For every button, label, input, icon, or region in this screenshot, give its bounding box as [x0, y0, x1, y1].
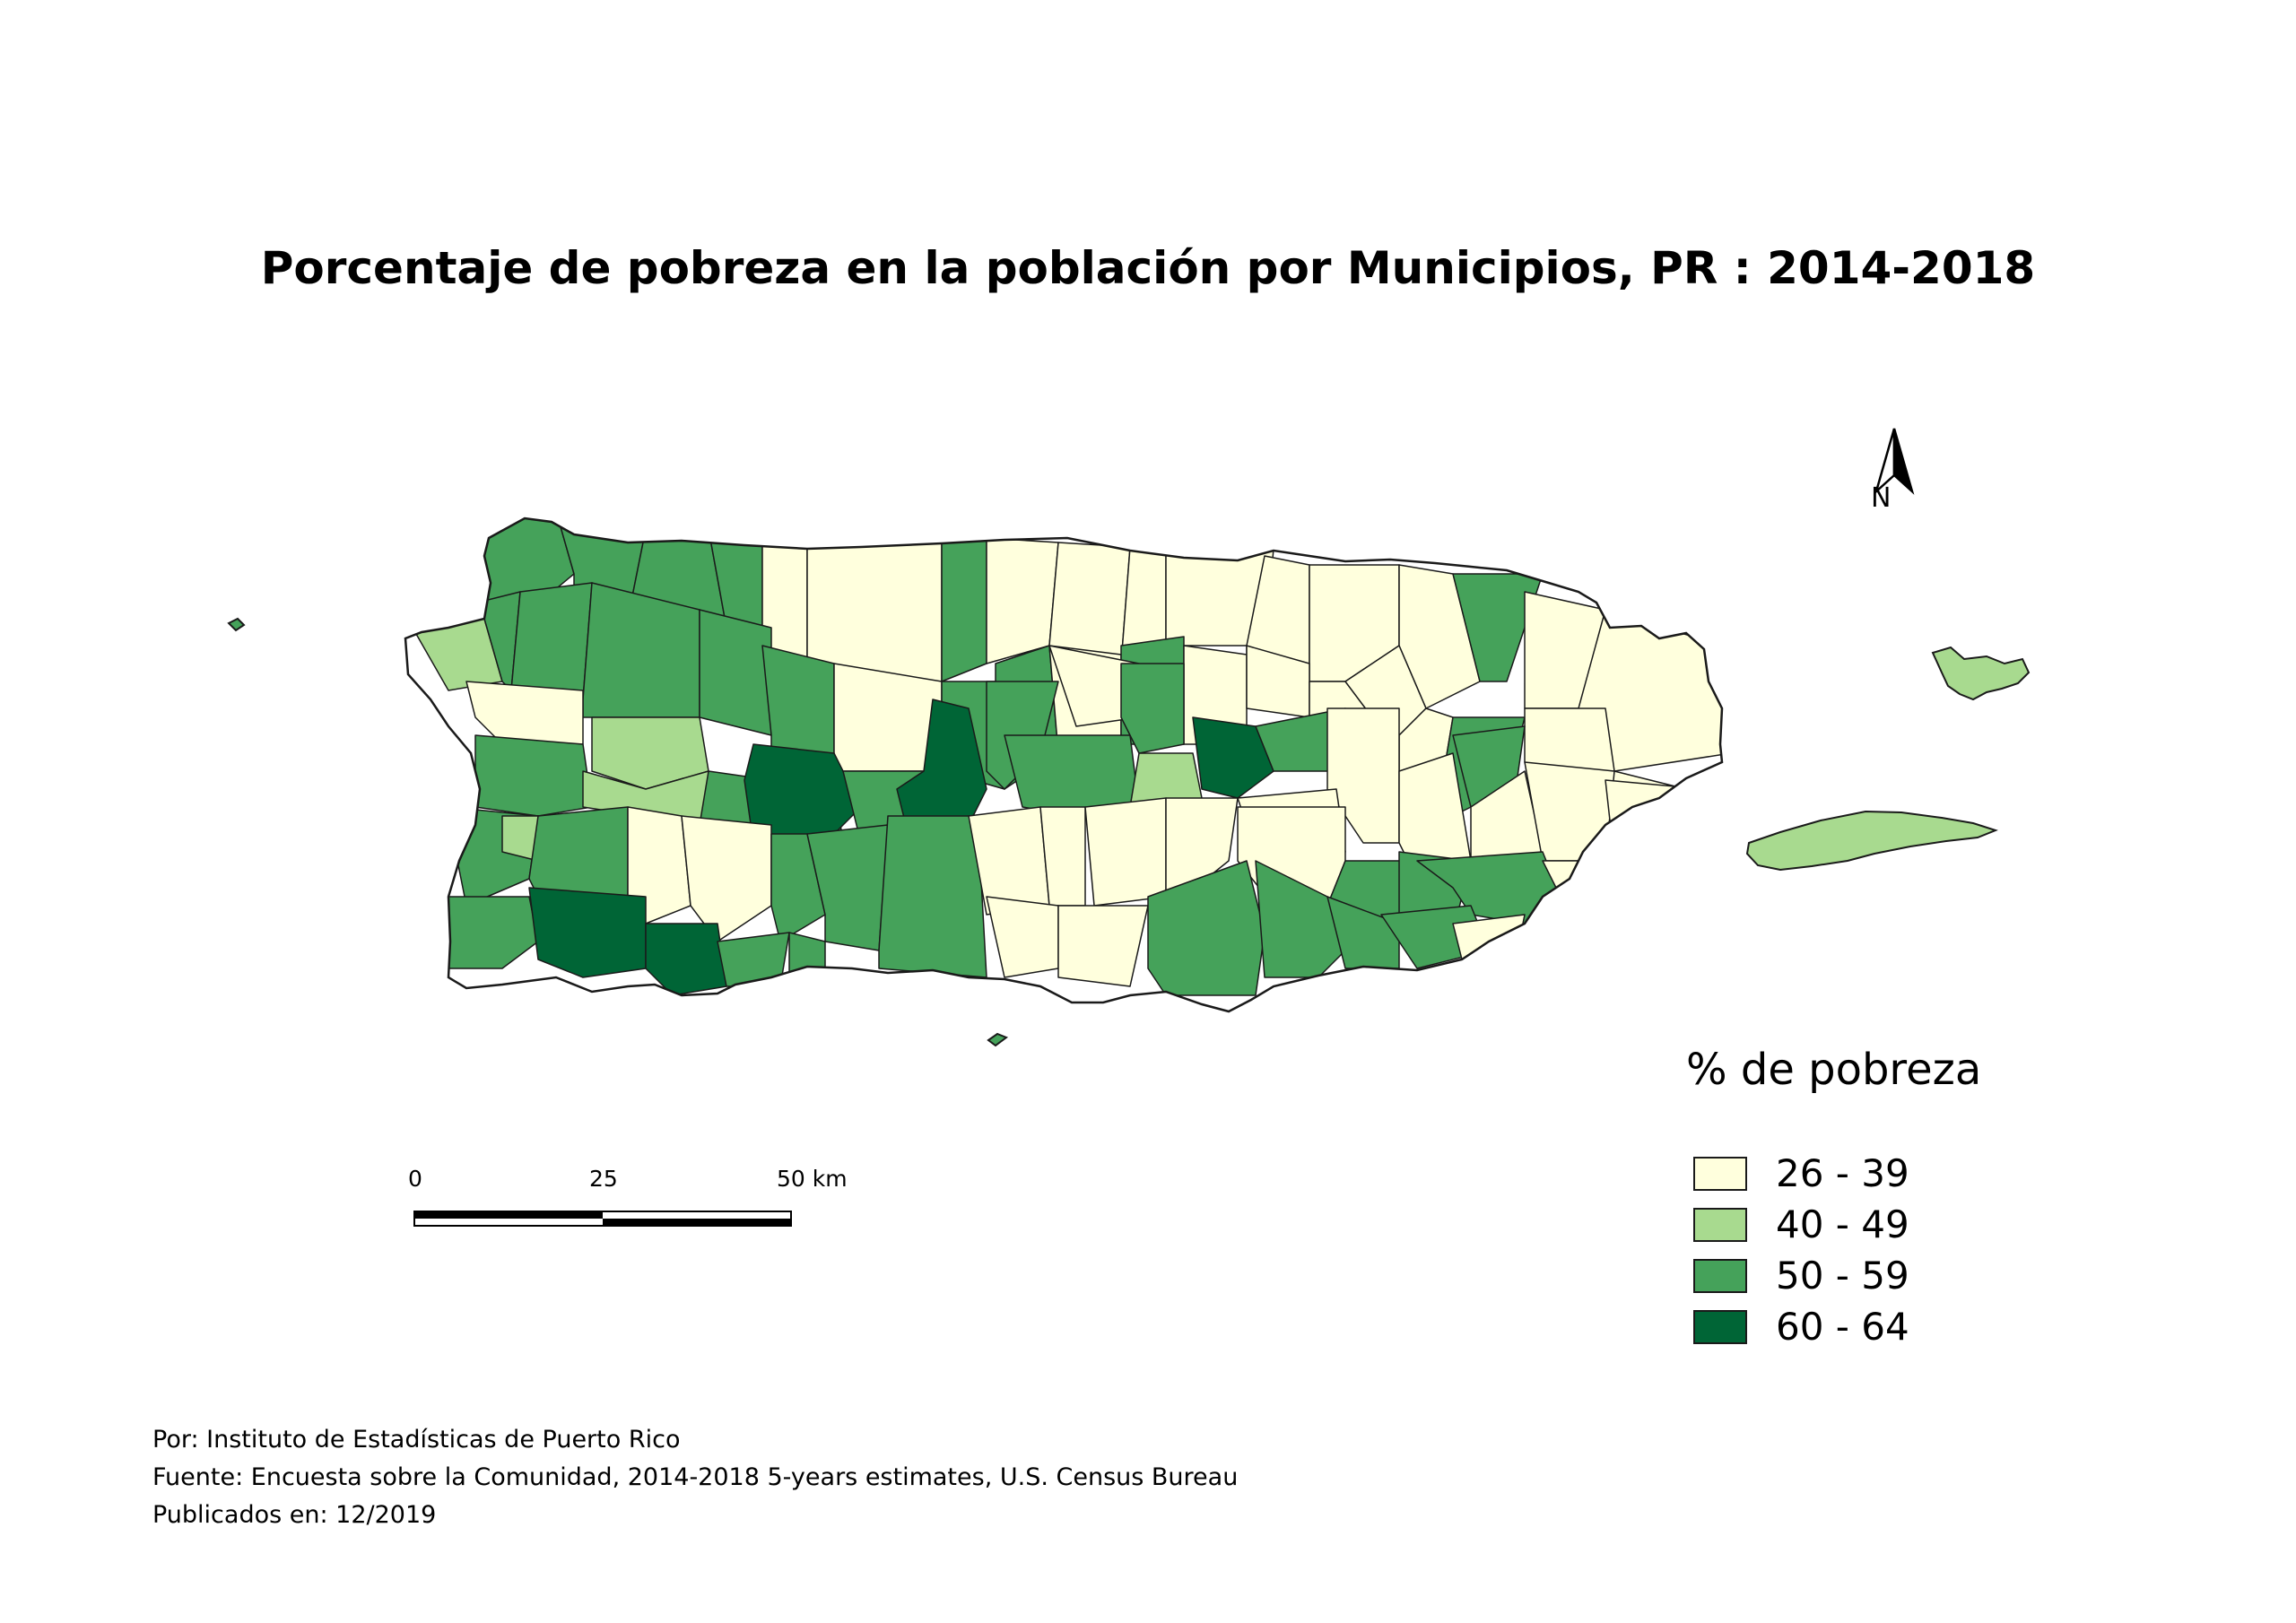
caja-de-muertos-island — [987, 1032, 1009, 1047]
municipality-polygon — [1057, 905, 1149, 987]
scale-bar — [413, 1211, 792, 1227]
municipality-polygon — [627, 806, 691, 924]
credit-author: Por: Instituto de Estadísticas de Puerto… — [152, 1426, 681, 1454]
north-label: N — [1871, 482, 1892, 514]
municipality-polygon — [1255, 860, 1346, 978]
legend-label: 26 - 39 — [1776, 1151, 1909, 1195]
municipality-polygon — [1120, 663, 1185, 754]
legend-swatch — [1693, 1208, 1747, 1242]
municipality-polygon — [528, 887, 647, 978]
municipality-polygon — [806, 824, 889, 951]
municipality-polygon — [1605, 779, 1705, 862]
municipality-polygon — [1452, 573, 1544, 682]
municipality-polygon — [448, 896, 539, 969]
credit-source: Fuente: Encuesta sobre la Comunidad, 201… — [152, 1463, 1239, 1491]
municipality-polygon — [1084, 797, 1167, 907]
municipality-polygon — [788, 932, 826, 987]
municipality-polygon — [1048, 542, 1131, 664]
municipality-polygon — [645, 923, 727, 996]
municipality-polygon — [528, 806, 629, 898]
desecheo-island — [227, 617, 246, 632]
scale-label-25: 25 — [589, 1166, 618, 1192]
municipality-polygon — [806, 537, 943, 682]
municipality-polygon — [717, 932, 790, 987]
legend-label: 50 - 59 — [1776, 1254, 1909, 1298]
municipality-polygon — [510, 582, 593, 700]
legend-title: % de pobreza — [1686, 1045, 1982, 1095]
municipality-polygon — [1147, 860, 1265, 996]
municipality-polygon — [770, 833, 826, 942]
scale-label-0: 0 — [408, 1166, 422, 1192]
legend-label: 60 - 64 — [1776, 1305, 1909, 1349]
island-outline — [404, 516, 1724, 1013]
credits: Por: Instituto de Estadísticas de Puerto… — [152, 1421, 1238, 1534]
municipality-polygon — [1192, 716, 1274, 799]
municipality-polygon — [986, 537, 1059, 664]
vieques-island — [1745, 810, 1998, 872]
municipality-polygons — [412, 518, 1722, 996]
legend-swatch — [1693, 1310, 1747, 1344]
municipality-polygon — [681, 815, 772, 942]
municipality-polygon — [1542, 860, 1615, 898]
municipality-polygon — [474, 734, 593, 817]
culebra-island — [1931, 646, 2031, 701]
municipality-polygon — [941, 537, 987, 682]
municipality-polygon — [465, 681, 584, 745]
municipality-polygon — [986, 896, 1059, 978]
legend-label: 40 - 49 — [1776, 1202, 1909, 1246]
scale-label-50: 50 km — [777, 1166, 848, 1192]
legend-swatch — [1693, 1259, 1747, 1293]
legend-swatch — [1693, 1157, 1747, 1191]
north-arrow-icon — [1874, 428, 1915, 495]
map-title: Porcentaje de pobreza en la población po… — [260, 242, 2036, 294]
municipality-polygon — [699, 609, 772, 736]
municipality-polygon — [878, 815, 987, 978]
credit-published: Publicados en: 12/2019 — [152, 1501, 437, 1529]
